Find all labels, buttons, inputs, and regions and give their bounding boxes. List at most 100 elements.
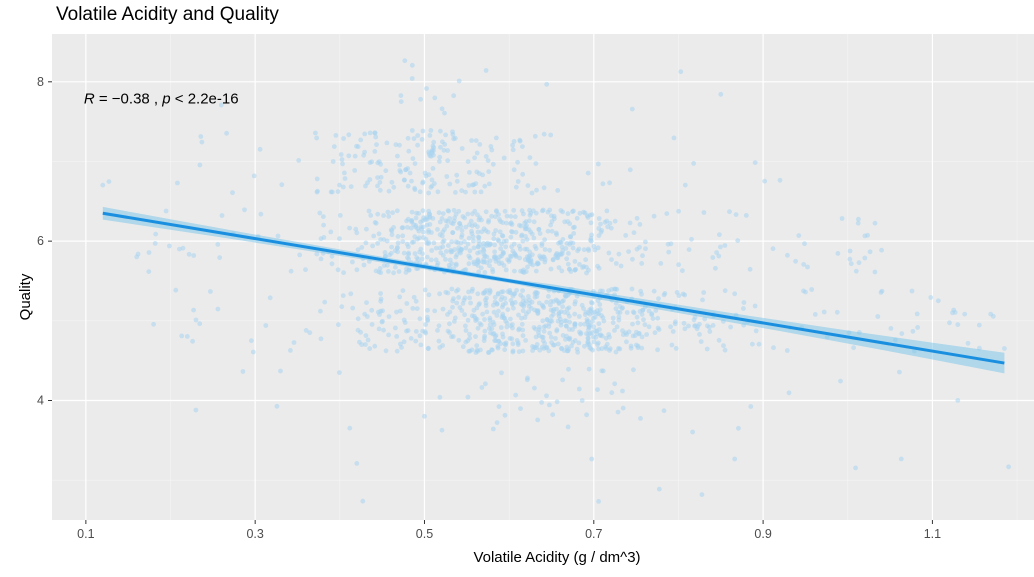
data-point xyxy=(486,219,491,225)
data-point xyxy=(590,310,596,316)
data-point xyxy=(560,333,566,338)
data-point xyxy=(537,231,543,236)
data-point xyxy=(366,208,372,214)
data-point xyxy=(463,245,469,251)
data-point xyxy=(584,412,589,418)
data-point xyxy=(553,297,559,303)
data-point xyxy=(596,226,602,231)
data-point xyxy=(436,323,442,329)
data-point xyxy=(492,294,498,300)
data-point xyxy=(460,344,466,350)
data-point xyxy=(666,249,672,255)
data-point xyxy=(224,130,230,136)
data-point xyxy=(440,139,445,145)
data-point xyxy=(404,301,410,306)
data-point xyxy=(641,317,646,323)
data-point xyxy=(385,262,390,268)
data-point xyxy=(467,248,473,254)
data-point xyxy=(559,346,564,352)
data-point xyxy=(503,318,508,324)
data-point xyxy=(393,325,398,331)
data-point xyxy=(386,214,392,219)
data-point xyxy=(446,243,451,249)
data-point xyxy=(424,254,430,260)
data-point xyxy=(413,215,419,221)
data-point xyxy=(533,268,539,274)
data-point xyxy=(875,314,881,319)
data-point xyxy=(475,250,480,256)
data-point xyxy=(414,306,420,311)
data-point xyxy=(508,253,513,259)
data-point xyxy=(627,220,633,226)
data-point xyxy=(589,212,595,218)
data-point xyxy=(401,250,407,256)
data-point xyxy=(484,309,490,315)
data-point xyxy=(579,398,585,403)
data-point xyxy=(437,219,443,225)
data-point xyxy=(652,330,658,336)
data-point xyxy=(474,343,480,348)
data-point xyxy=(394,208,400,214)
data-point xyxy=(179,333,185,339)
data-point xyxy=(509,300,515,306)
data-point xyxy=(544,81,550,87)
data-point xyxy=(418,342,424,348)
data-point xyxy=(628,345,634,351)
data-point xyxy=(520,171,526,177)
data-point xyxy=(395,153,400,159)
data-point xyxy=(288,268,294,274)
data-point xyxy=(335,267,341,273)
data-point xyxy=(549,318,555,324)
data-point xyxy=(347,425,353,431)
data-point xyxy=(437,232,443,238)
data-point xyxy=(415,133,421,138)
data-point xyxy=(409,218,415,224)
data-point xyxy=(367,130,373,136)
correlation-annotation: R = −0.38 , p < 2.2e-16 xyxy=(84,91,239,108)
data-point xyxy=(955,398,961,403)
data-point xyxy=(770,246,776,252)
data-point xyxy=(401,339,407,345)
data-point xyxy=(587,331,593,336)
data-point xyxy=(483,154,489,159)
data-point xyxy=(413,223,419,228)
data-point xyxy=(490,161,496,167)
data-point xyxy=(728,324,733,330)
data-point xyxy=(350,259,355,265)
data-point xyxy=(484,295,489,301)
data-point xyxy=(419,256,425,262)
data-point xyxy=(494,301,500,306)
data-point xyxy=(630,321,635,327)
data-point xyxy=(718,91,724,97)
data-point xyxy=(609,287,615,292)
data-point xyxy=(801,262,807,267)
data-point xyxy=(527,155,533,161)
data-point xyxy=(329,189,335,195)
data-point xyxy=(458,247,464,253)
data-point xyxy=(451,93,457,99)
data-point xyxy=(487,322,493,328)
data-point xyxy=(321,214,326,220)
data-point xyxy=(593,335,599,340)
data-point xyxy=(533,334,539,340)
data-point xyxy=(427,215,433,220)
data-point xyxy=(405,255,410,261)
confidence-band xyxy=(102,206,1005,374)
data-point xyxy=(583,257,589,263)
data-point xyxy=(545,209,551,215)
data-point xyxy=(409,209,415,215)
data-point xyxy=(420,235,426,240)
data-point xyxy=(612,286,618,292)
data-point xyxy=(914,311,920,317)
data-point xyxy=(509,229,514,234)
data-point xyxy=(518,268,523,274)
data-point xyxy=(386,332,391,338)
data-point xyxy=(376,326,382,332)
data-point xyxy=(671,135,677,141)
data-point xyxy=(784,348,790,353)
data-point xyxy=(501,239,507,244)
data-point xyxy=(419,226,424,232)
data-point xyxy=(517,255,522,261)
data-point xyxy=(990,313,996,319)
data-point xyxy=(867,249,873,255)
